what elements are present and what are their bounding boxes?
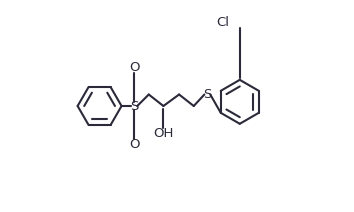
Text: S: S [130,99,138,113]
Text: O: O [129,138,139,151]
Text: S: S [203,88,212,101]
Text: OH: OH [153,127,173,140]
Text: Cl: Cl [217,16,229,29]
Text: O: O [129,61,139,74]
